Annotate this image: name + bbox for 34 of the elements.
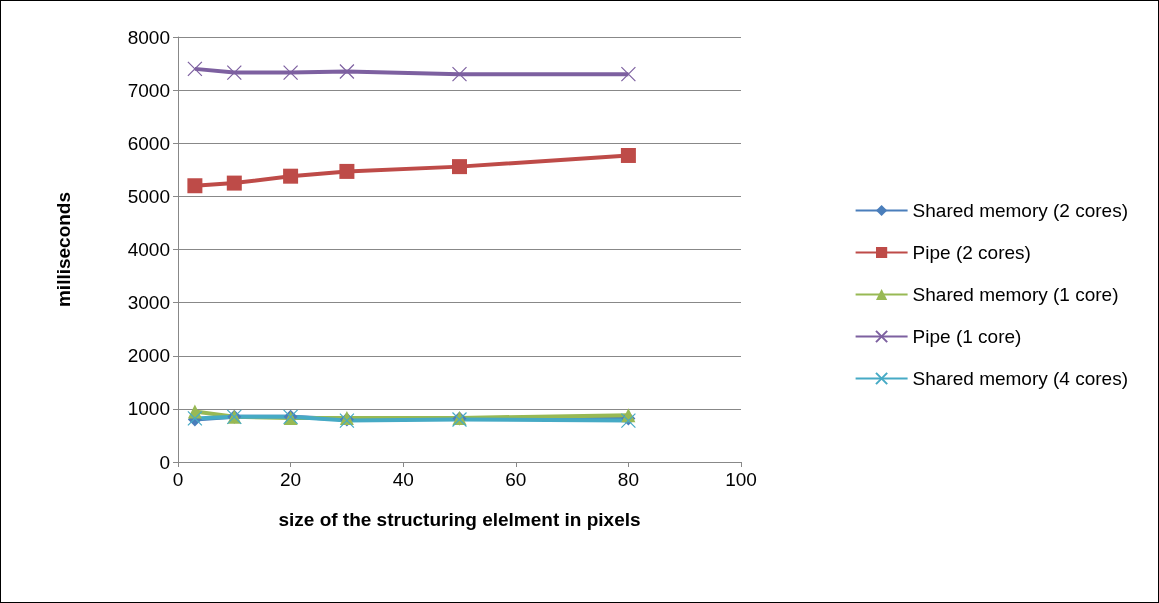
y-tick-label: 1000 xyxy=(127,398,170,420)
x-tick-label: 60 xyxy=(505,469,527,490)
legend-label: Shared memory (4 cores) xyxy=(912,368,1128,389)
point xyxy=(226,175,242,191)
point xyxy=(339,63,355,80)
x-tick-label: 100 xyxy=(725,469,757,490)
point xyxy=(339,163,355,179)
y-axis-title: milliseconds xyxy=(53,191,74,308)
y-tick-label: 7000 xyxy=(127,79,170,101)
x-tick-label: 20 xyxy=(280,469,302,490)
y-tick-label: 4000 xyxy=(127,239,170,260)
y-tick-label: 2000 xyxy=(127,345,170,367)
y-tick-label: 6000 xyxy=(127,132,170,154)
legend-label: Pipe (1 core) xyxy=(912,326,1022,347)
point xyxy=(620,147,636,163)
point xyxy=(187,178,203,194)
y-tick-label: 0 xyxy=(159,451,170,473)
point xyxy=(226,64,242,81)
legend-label: Shared memory (2 cores) xyxy=(912,200,1128,221)
legend-label: Pipe (2 cores) xyxy=(912,242,1031,263)
y-tick-label: 5000 xyxy=(127,185,170,207)
x-tick-label: 0 xyxy=(172,469,184,490)
point xyxy=(187,61,203,77)
y-tick-label: 3000 xyxy=(127,292,170,314)
point xyxy=(283,64,299,81)
x-tick-label: 80 xyxy=(617,469,639,490)
legend-label: Shared memory (1 core) xyxy=(912,284,1119,305)
point xyxy=(283,168,299,184)
y-tick-label: 8000 xyxy=(127,26,170,48)
point xyxy=(620,66,636,82)
x-tick-label: 40 xyxy=(392,469,414,490)
x-axis-title: size of the structuring elelment in pixels xyxy=(278,509,641,530)
point xyxy=(452,159,467,175)
point xyxy=(451,66,468,82)
